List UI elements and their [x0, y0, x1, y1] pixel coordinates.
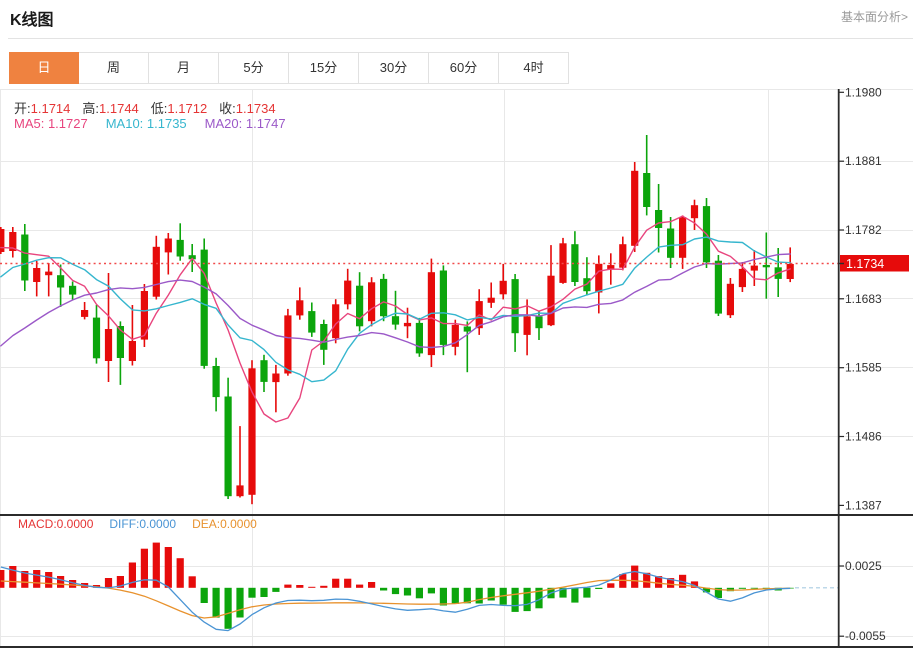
svg-text:1.1782: 1.1782 [845, 223, 882, 237]
svg-text:1.1486: 1.1486 [845, 430, 882, 444]
svg-text:1.1881: 1.1881 [845, 154, 882, 168]
svg-text:1.1387: 1.1387 [845, 498, 882, 512]
svg-text:0.0025: 0.0025 [845, 559, 882, 573]
svg-text:1.1683: 1.1683 [845, 292, 882, 306]
svg-text:1.1734: 1.1734 [846, 257, 884, 271]
svg-text:1.1585: 1.1585 [845, 361, 882, 375]
svg-text:-0.0055: -0.0055 [845, 629, 886, 643]
svg-text:1.1980: 1.1980 [845, 85, 882, 99]
